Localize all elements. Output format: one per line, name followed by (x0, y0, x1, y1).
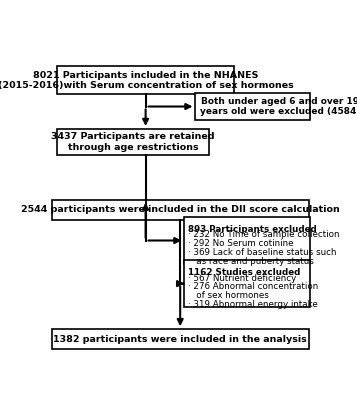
Text: · 276 Abnormal concentration: · 276 Abnormal concentration (188, 282, 319, 291)
FancyBboxPatch shape (51, 329, 309, 349)
Text: 3437 Participants are retained
through age restrictions: 3437 Participants are retained through a… (51, 132, 215, 152)
Text: · 567 Nutrient deficiency: · 567 Nutrient deficiency (188, 274, 297, 283)
Text: Both under aged 6 and over 19
years old were excluded (4584): Both under aged 6 and over 19 years old … (200, 97, 357, 116)
FancyBboxPatch shape (57, 66, 234, 94)
Text: · 319 Abnormal energy intake: · 319 Abnormal energy intake (188, 300, 318, 309)
Text: 2544 participants were included in the DII score calculation: 2544 participants were included in the D… (21, 205, 340, 214)
Text: · 369 Lack of baseline status such: · 369 Lack of baseline status such (188, 248, 337, 257)
Text: as race and puberty status: as race and puberty status (188, 256, 315, 266)
FancyBboxPatch shape (195, 94, 310, 120)
Text: · 232 No Time of sample collection: · 232 No Time of sample collection (188, 230, 340, 240)
FancyBboxPatch shape (57, 129, 209, 155)
Text: 1162 Studies excluded: 1162 Studies excluded (188, 268, 301, 277)
Text: · 292 No Serum cotinine: · 292 No Serum cotinine (188, 239, 294, 248)
Text: of sex hormones: of sex hormones (188, 291, 270, 300)
Text: 1382 participants were included in the analysis: 1382 participants were included in the a… (53, 334, 307, 344)
Text: 8021 Participants included in the NHANES
(2015-2016)with Serum concentration of : 8021 Participants included in the NHANES… (0, 71, 293, 90)
Text: 893 Participants excluded: 893 Participants excluded (188, 225, 317, 234)
FancyBboxPatch shape (184, 217, 310, 264)
FancyBboxPatch shape (184, 260, 310, 308)
FancyBboxPatch shape (51, 200, 309, 220)
